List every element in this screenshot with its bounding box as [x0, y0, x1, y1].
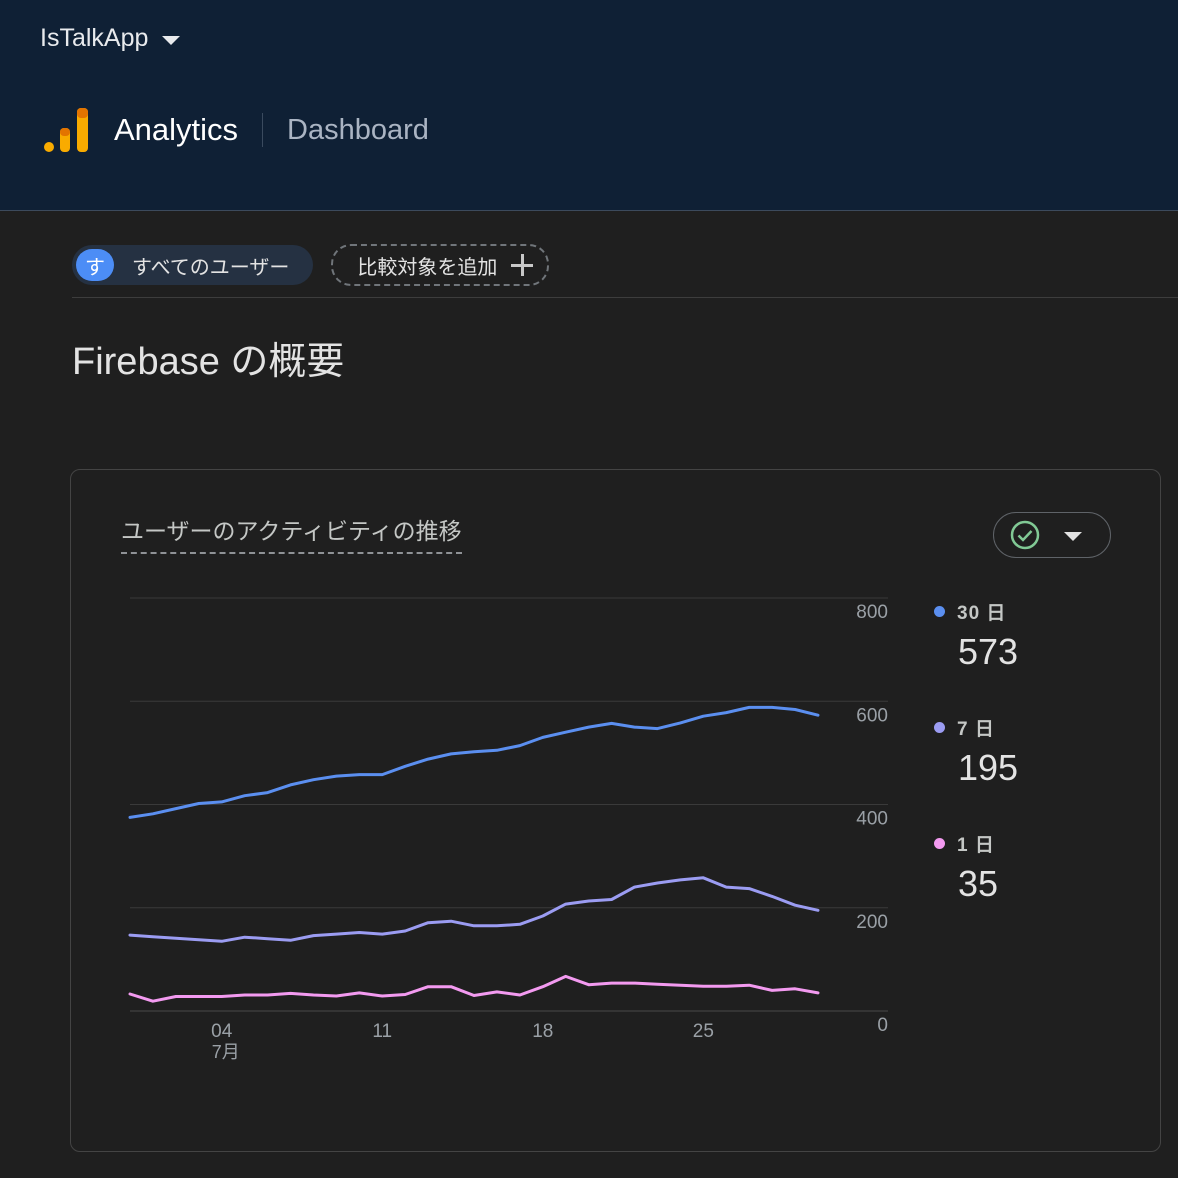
- x-tick-label: 25: [693, 1021, 714, 1042]
- card-title[interactable]: ユーザーのアクティビティの推移: [121, 512, 462, 554]
- chevron-down-icon: [162, 35, 181, 45]
- brand: Analytics Dashboard: [44, 108, 429, 152]
- divider: [262, 113, 264, 147]
- x-tick-label: 11: [372, 1021, 392, 1042]
- x-tick-sublabel: 7月: [212, 1042, 240, 1062]
- check-circle-icon: [1010, 520, 1040, 550]
- user-activity-card: ユーザーのアクティビティの推移: [70, 469, 1161, 1152]
- series-line: [128, 705, 820, 819]
- legend-label: 30 日: [957, 603, 1007, 624]
- chart-legend: 30 日 573 7 日 195 1 日 35: [934, 598, 1018, 946]
- legend-value: 573: [958, 631, 1019, 672]
- legend-label: 7 日: [957, 719, 995, 740]
- analytics-logo-icon: [44, 108, 88, 152]
- add-comparison-button[interactable]: 比較対象を追加: [331, 244, 550, 286]
- series-line: [128, 974, 820, 1003]
- status-dropdown[interactable]: [993, 512, 1111, 558]
- all-users-chip[interactable]: す すべてのユーザー: [72, 245, 314, 285]
- legend-dot: [934, 838, 945, 849]
- y-tick-label: 800: [856, 602, 888, 623]
- page-title: Firebase の概要: [72, 341, 345, 383]
- legend-label: 1 日: [957, 835, 995, 856]
- avatar: す: [76, 249, 114, 281]
- chevron-down-icon: [1064, 532, 1082, 541]
- y-tick-label: 200: [856, 912, 888, 933]
- y-tick-label: 0: [877, 1015, 888, 1036]
- legend-dot: [934, 606, 945, 617]
- legend-value: 35: [958, 863, 999, 904]
- legend-dot: [934, 722, 945, 733]
- all-users-label: すべてのユーザー: [132, 256, 290, 279]
- app-switcher[interactable]: IsTalkApp: [40, 24, 181, 53]
- x-tick-label: 18: [532, 1021, 553, 1042]
- legend-item-1d: 1 日 35: [934, 830, 1018, 946]
- comparison-bar: す すべてのユーザー 比較対象を追加: [72, 244, 550, 286]
- product-name[interactable]: Analytics: [114, 112, 239, 147]
- add-comparison-label: 比較対象を追加: [357, 256, 498, 279]
- legend-value: 195: [958, 747, 1019, 788]
- y-tick-label: 400: [856, 809, 888, 830]
- top-bar: IsTalkApp Analytics Dashboard: [0, 0, 1178, 211]
- y-tick-label: 600: [856, 705, 888, 726]
- app-name: IsTalkApp: [40, 24, 149, 52]
- legend-item-7d: 7 日 195: [934, 714, 1018, 830]
- series-line: [128, 876, 820, 943]
- legend-item-30d: 30 日 573: [934, 598, 1018, 714]
- page-name: Dashboard: [287, 113, 429, 146]
- plus-icon: [511, 254, 534, 276]
- x-tick-label: 04: [211, 1021, 233, 1042]
- divider: [72, 297, 1178, 298]
